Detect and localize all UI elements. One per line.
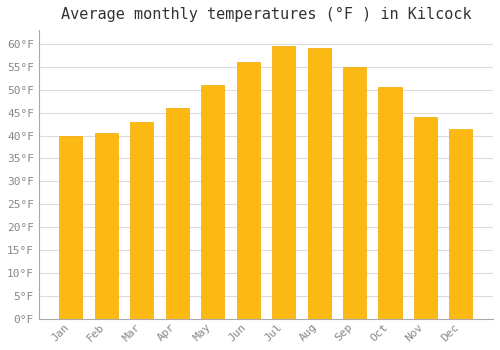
Bar [308, 48, 330, 319]
Bar [95, 133, 118, 319]
Bar [272, 46, 295, 319]
Bar [166, 108, 189, 319]
Bar [414, 117, 437, 319]
Bar [201, 85, 224, 319]
Bar [450, 129, 472, 319]
Bar [343, 67, 366, 319]
Title: Average monthly temperatures (°F ) in Kilcock: Average monthly temperatures (°F ) in Ki… [60, 7, 471, 22]
Bar [378, 88, 402, 319]
Bar [236, 62, 260, 319]
Bar [130, 122, 154, 319]
Bar [60, 135, 82, 319]
